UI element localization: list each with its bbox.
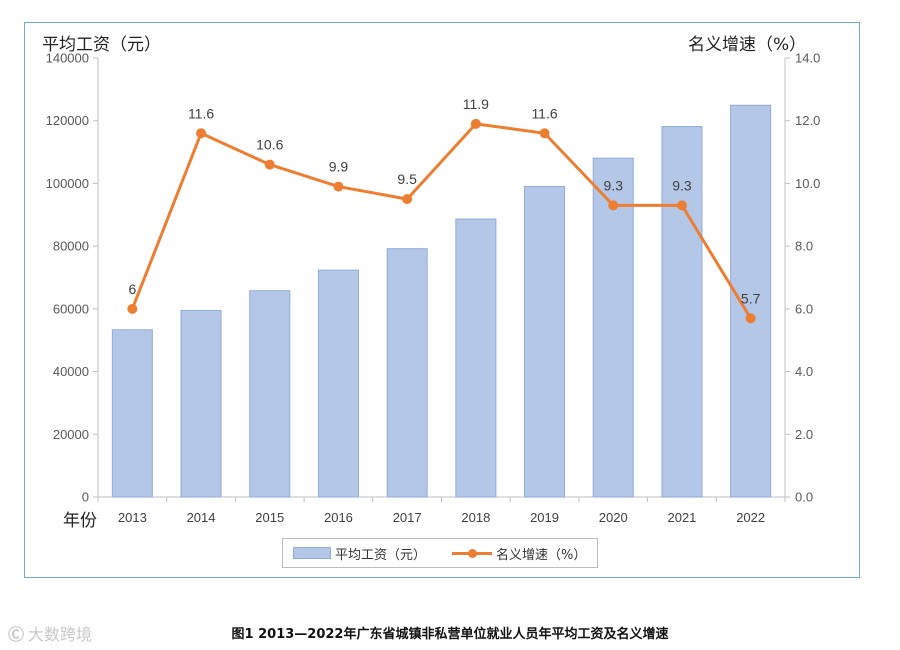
growth-data-label: 11.6 (188, 105, 214, 121)
growth-point (676, 200, 687, 211)
x-tick-label: 2016 (324, 510, 353, 525)
left-tick-label: 0 (82, 490, 89, 505)
growth-point (333, 181, 344, 192)
x-axis-title: 年份 (63, 511, 97, 531)
right-tick-label: 6.0 (795, 301, 813, 316)
left-tick-label: 120000 (46, 113, 89, 128)
legend-line-label: 名义增速（%） (496, 547, 587, 563)
growth-data-label: 10.6 (256, 137, 283, 153)
bar (249, 290, 291, 498)
bar (455, 218, 497, 498)
bar (730, 104, 772, 498)
left-tick-label: 40000 (53, 364, 89, 379)
right-tick-label: 2.0 (795, 427, 813, 442)
bar (386, 248, 428, 498)
bar (661, 126, 703, 498)
right-tick-label: 14.0 (795, 51, 820, 66)
x-tick-label: 2017 (393, 510, 422, 525)
right-tick-label: 10.0 (795, 176, 820, 191)
growth-point (196, 128, 207, 139)
bar (111, 329, 153, 498)
left-tick-label: 140000 (46, 51, 89, 66)
growth-point (402, 194, 413, 205)
bar (592, 157, 634, 498)
x-tick-label: 2021 (667, 510, 696, 525)
right-tick-label: 12.0 (795, 113, 820, 128)
bar (317, 269, 359, 498)
growth-data-label: 9.9 (329, 159, 349, 175)
bar (180, 309, 222, 498)
x-tick-label: 2014 (187, 510, 216, 525)
right-tick-label: 0.0 (795, 490, 813, 505)
x-tick-label: 2018 (461, 510, 490, 525)
chart-frame (24, 22, 860, 578)
growth-point (127, 303, 138, 314)
right-tick-label: 8.0 (795, 239, 813, 254)
left-axis-title: 平均工资（元） (42, 35, 161, 55)
legend-item-line: 名义增速（%） (436, 544, 586, 563)
watermark: Ⓒ 大数跨境 (8, 621, 92, 645)
x-tick-label: 2013 (118, 510, 147, 525)
watermark-text: 大数跨境 (28, 625, 93, 644)
growth-data-label: 9.3 (672, 177, 692, 193)
x-tick-label: 2019 (530, 510, 559, 525)
left-tick-label: 60000 (53, 301, 89, 316)
growth-point (745, 313, 756, 324)
left-tick-label: 20000 (53, 427, 89, 442)
right-tick-label: 4.0 (795, 364, 813, 379)
growth-point (608, 200, 619, 211)
x-tick-label: 2020 (599, 510, 628, 525)
figure-caption: 图1 2013—2022年广东省城镇非私营单位就业人员年平均工资及名义增速 (231, 627, 669, 642)
left-tick-label: 80000 (53, 239, 89, 254)
legend-bar-label: 平均工资（元） (335, 547, 427, 563)
legend-bar-swatch (293, 547, 331, 559)
growth-data-label: 5.7 (741, 290, 761, 306)
growth-data-label: 9.5 (397, 171, 417, 187)
left-tick-label: 100000 (46, 176, 89, 191)
x-tick-label: 2022 (736, 510, 765, 525)
growth-line (130, 122, 752, 320)
growth-data-label: 11.6 (531, 105, 557, 121)
legend: 平均工资（元） 名义增速（%） (282, 538, 598, 568)
watermark-logo-icon: Ⓒ (8, 625, 25, 644)
growth-point (470, 118, 481, 129)
x-tick-label: 2015 (255, 510, 284, 525)
growth-data-label: 11.9 (463, 96, 489, 112)
growth-data-label: 6 (128, 281, 136, 297)
growth-data-label: 9.3 (604, 177, 624, 193)
legend-line-swatch (452, 547, 493, 559)
growth-point (539, 128, 550, 139)
bar (524, 185, 566, 498)
legend-item-bar: 平均工资（元） (293, 544, 426, 563)
growth-point (264, 159, 275, 170)
right-axis-title: 名义增速（%） (688, 35, 807, 55)
